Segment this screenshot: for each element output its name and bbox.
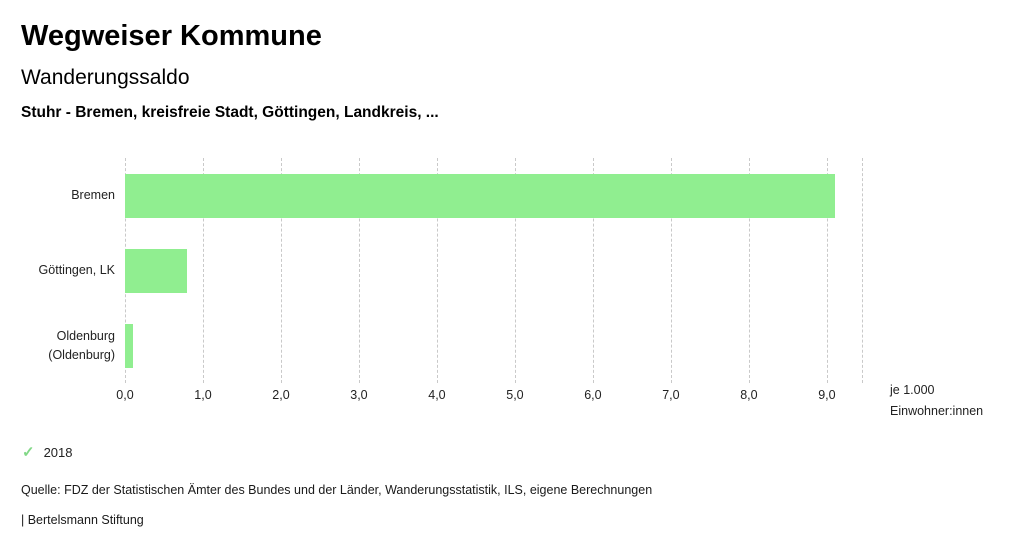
gridline [202,158,204,383]
source-text: Quelle: FDZ der Statistischen Ämter des … [21,483,653,497]
bar-row: Göttingen, LK [21,233,862,308]
chart-title: Wanderungssaldo [21,66,190,89]
x-tick-label: 2,0 [272,388,290,402]
bar[interactable] [125,173,835,218]
x-tick-label: 7,0 [662,388,680,402]
axis-unit-label: je 1.000 Einwohner:innen [890,380,983,422]
bar-row: Bremen [21,158,862,233]
category-label: Bremen [71,188,115,203]
gridline [280,158,282,383]
bar-chart: Bremen Göttingen, LK Oldenburg (Oldenburg)… [21,158,1011,420]
x-tick-label: 5,0 [506,388,524,402]
x-tick-label: 1,0 [194,388,212,402]
x-tick-label: 0,0 [116,388,134,402]
gridline [592,158,594,383]
check-icon: ✓ [22,444,35,461]
gridline [514,158,516,383]
gridline [826,158,828,383]
gridline [358,158,360,383]
category-label: Oldenburg (Oldenburg) [48,328,115,362]
x-tick-label: 4,0 [428,388,446,402]
bar[interactable] [125,248,188,293]
legend-year-label: 2018 [43,444,73,460]
axis-unit-line-1: je 1.000 [890,383,935,397]
bar[interactable] [125,323,133,368]
x-tick-label: 9,0 [818,388,836,402]
x-axis: 0,0 1,0 2,0 3,0 4,0 5,0 6,0 7,0 8,0 9,0 [116,388,862,406]
x-tick-label: 8,0 [740,388,758,402]
bar-row: Oldenburg (Oldenburg) [21,308,862,383]
gridline [670,158,672,383]
gridline [862,158,863,383]
legend[interactable]: ✓ 2018 [22,443,73,461]
bar-track [125,323,862,368]
gridline [748,158,750,383]
bar-track [125,248,862,293]
x-tick-label: 6,0 [584,388,602,402]
chart-subtitle: Stuhr - Bremen, kreisfreie Stadt, Göttin… [21,104,439,121]
app-title: Wegweiser Kommune [21,20,322,52]
bar-rows: Bremen Göttingen, LK Oldenburg (Oldenburg) [21,158,862,383]
bar-track [125,173,862,218]
category-label: Göttingen, LK [38,263,115,278]
x-tick-label: 3,0 [350,388,368,402]
axis-unit-line-2: Einwohner:innen [890,404,984,418]
gridline [436,158,438,383]
branding-text: | Bertelsmann Stiftung [21,513,144,527]
